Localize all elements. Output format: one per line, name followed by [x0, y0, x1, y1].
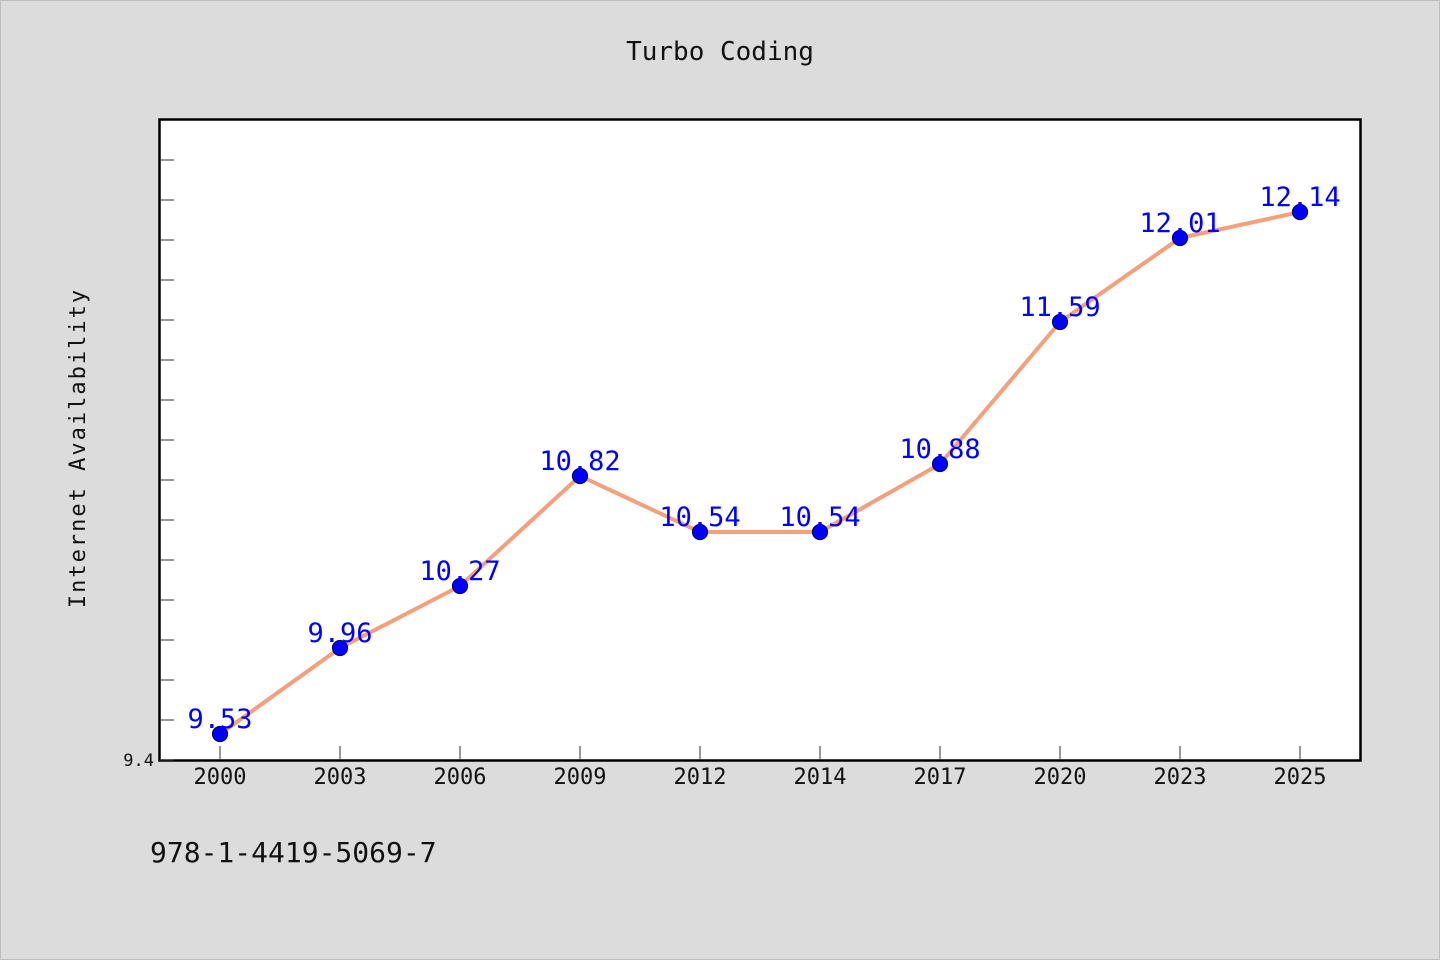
- data-point: [931, 455, 949, 473]
- data-point: [691, 523, 709, 541]
- data-label: 9.96: [307, 618, 372, 649]
- series-line-group: [218, 210, 1302, 736]
- y-axis-label: Internet Availability: [66, 288, 91, 608]
- x-tick-label: 2017: [914, 765, 967, 790]
- x-tick-label: 2009: [554, 765, 607, 790]
- data-point: [571, 467, 589, 485]
- data-label: 10.88: [899, 434, 980, 465]
- x-tick-label: 2025: [1274, 765, 1327, 790]
- chart-title: Turbo Coding: [626, 37, 814, 67]
- isbn-text: 978-1-4419-5069-7: [150, 836, 437, 869]
- data-labels: 9.53 9.96 10.27 10.82 10.54 10.54 10.88 11.59 12…: [187, 182, 1340, 735]
- data-point: [1291, 203, 1309, 221]
- plot-area: [158, 118, 1362, 762]
- data-point: [451, 577, 469, 595]
- data-label: 11.59: [1019, 292, 1100, 323]
- y-tick-label: 9.4: [123, 751, 154, 771]
- x-tick-label: 2012: [674, 765, 727, 790]
- x-axis-ticks: 2000 2003 2006 2009 2012 2014 2017 2020 2023 2025: [194, 746, 1327, 790]
- data-label: 10.54: [779, 502, 860, 533]
- data-markers: [211, 203, 1309, 743]
- data-label: 10.54: [659, 502, 740, 533]
- data-label: 9.53: [187, 704, 252, 735]
- x-tick-label: 2006: [434, 765, 487, 790]
- data-point: [211, 725, 229, 743]
- data-point: [1171, 229, 1189, 247]
- data-point: [1051, 313, 1069, 331]
- y-axis-ticks: 9.4: [123, 159, 174, 771]
- x-tick-label: 2014: [794, 765, 847, 790]
- x-tick-label: 2003: [314, 765, 367, 790]
- data-label: 10.27: [419, 556, 500, 587]
- x-tick-label: 2000: [194, 765, 247, 790]
- data-label: 10.82: [539, 446, 620, 477]
- series-line: [218, 210, 1302, 736]
- data-point: [811, 523, 829, 541]
- x-tick-label: 2020: [1034, 765, 1087, 790]
- data-point: [331, 639, 349, 657]
- x-tick-label: 2023: [1154, 765, 1207, 790]
- data-label: 12.14: [1259, 182, 1340, 213]
- data-label: 12.01: [1139, 208, 1220, 239]
